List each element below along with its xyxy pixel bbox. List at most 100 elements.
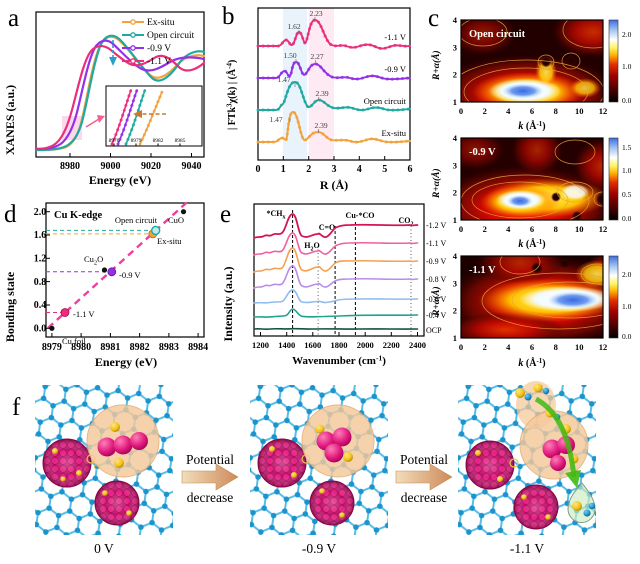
heatmap [461,20,603,102]
wavelet-map-minus-1-1v: -1.1 V 2.0 1.0 0.0 1 2 3 4 R+α(Å) 0 2 4 … [430,251,632,369]
y-tick: 1 [453,333,457,343]
linear-trend-line [47,198,191,329]
x-tick: 1800 [331,340,348,350]
right-arrow-icon [395,463,453,491]
x-axis: 0 2 4 6 8 10 12 k (Å-1) [459,342,607,369]
x-tick: 2000 [357,340,374,350]
point-open-circuit [150,225,161,236]
y-tick: 1.6 [34,230,47,241]
x-axis: 8979 8980 8981 8982 8983 8984 Energy (eV… [42,333,208,369]
point-minus-0-9v [107,267,117,277]
panel-e-infrared-spectra: e *CHx H2O C=O Cu-*CO CO2 -1.2 V -1.1 V … [220,201,447,367]
colorbar-ticks: 2.0 1.0 0.0 [622,30,632,105]
plot-frame [45,202,205,338]
heatmap [461,138,603,220]
x-axis-label: k (Å-1) [518,120,545,132]
cu-cluster [309,480,355,526]
curve-minus-1-1v [34,44,206,151]
x-axis-label: Energy (eV) [95,355,157,369]
curve-open-circuit [34,34,206,152]
species-label-chx: *CHx [267,209,286,221]
x-tick: 6 [530,342,534,352]
x-tick: 9020 [141,161,161,172]
y-axis-label: Bonding state [3,271,17,342]
right-arrow-icon [181,463,239,491]
plot-title: Cu K-edge [54,210,102,221]
panel-label-f: f [12,394,21,421]
point-cu-foil [49,325,55,331]
structure-caption: -0.9 V [302,541,337,556]
colorbar [608,255,619,339]
x-tick: 8980 [60,161,80,172]
colorbar [608,19,619,103]
x-tick: 4 [357,164,362,175]
y-tick: 2 [453,306,457,316]
wavelet-map-open-circuit: Open circuit 2.0 1.0 0.0 1 2 3 4 R+α(Å) … [430,15,632,132]
legend-label: -1.1 V [147,57,171,67]
x-axis: 0 2 4 6 8 10 12 k (Å-1) [459,224,607,250]
y-tick: 0.4 [34,300,47,311]
y-axis: 1 2 3 4 R+α(Å) [430,15,458,107]
x-tick: 9040 [182,161,202,172]
x-tick: 2 [483,224,487,234]
product-droplet [567,482,596,523]
contour-lines [461,20,603,102]
x-tick: 5 [382,164,387,175]
left-arrow-icon [133,110,166,118]
x-axis-label: k (Å-1) [518,357,545,369]
inset-x-ticks: 8976 8979 8982 8985 [109,138,186,146]
curve-minus-0-9v [34,39,206,151]
potential-label: -0.4 V [426,311,447,320]
point-label: -1.1 V [73,309,95,319]
subplot-title: -1.1 V [469,265,496,276]
x-tick: 2 [483,106,487,116]
point-label: Cu2O [84,254,103,267]
edge-inset: 8976 8979 8982 8985 [105,85,203,147]
active-site-zoom [301,404,375,478]
y-axis-label: Intensity (a.u.) [221,266,235,341]
x-tick: 6 [530,224,534,234]
y-tick: 3 [453,42,457,52]
x-tick: 0 [459,224,463,234]
x-tick: 8981 [100,342,120,353]
y-tick: 2 [453,188,457,198]
structure-caption: 0 V [94,541,114,556]
x-tick: 9000 [101,161,121,172]
contour-lines [461,139,603,220]
peak-annotations: 1.62 2.23 1.50 2.27 1.47 2.39 1.47 2.39 [269,9,329,133]
potential-label: -0.6 V [426,295,447,304]
point-label: -0.9 V [119,270,141,280]
cu-cluster [513,484,559,530]
x-tick: 1200 [252,340,269,350]
point-cuo [180,209,187,215]
potential-labels: -1.2 V -1.1 V -0.9 V -0.8 V -0.6 V -0.4 … [426,221,447,335]
xanes-curves [34,34,206,152]
cu-cluster [257,438,307,488]
panel-a-xanes: a Ex-situ Open circuit -0.9 V -1.1 [3,5,206,187]
x-tick: 2400 [409,340,426,350]
x-tick: 6 [408,164,413,175]
x-tick: 10 [575,224,584,234]
y-axis-label: | FTk3χ(k) | (Å-4) [226,60,239,130]
colorbar [608,137,619,221]
x-tick: 8982 [130,342,150,353]
point-label: Cu foil [62,336,86,346]
plot-frame [35,11,205,158]
x-tick: 8 [554,106,558,116]
point-label: Ex-situ [157,236,182,246]
curve-minus-0-8v [253,265,419,289]
structure-caption: -1.1 V [510,541,545,556]
panel-b-exafs: b 1.62 2.23 1.50 2.27 1.47 2.39 1.47 2.3… [222,3,413,192]
y-axis-label: XANES (a.u.) [3,85,17,155]
colorbar-tick: 0.0 [622,332,632,341]
inset-tick: 8979 [131,138,142,144]
structure-minus-1-1v [458,381,596,535]
legend-label: Ex-situ [147,18,175,28]
x-tick: 1600 [304,340,321,350]
x-tick: 12 [599,106,608,116]
legend: Ex-situ Open circuit -0.9 V -1.1 V [122,18,195,67]
x-axis: 8980 9000 9020 9040 Energy (eV) [60,153,202,187]
colorbar-tick: 0.0 [622,96,632,105]
x-tick: 0 [256,164,261,175]
legend-label: -0.9 V [147,44,171,54]
